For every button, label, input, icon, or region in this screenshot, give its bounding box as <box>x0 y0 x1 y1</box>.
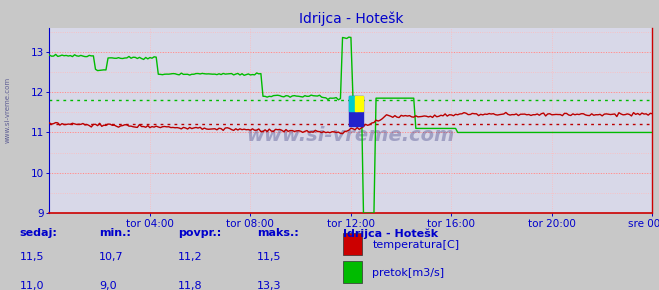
Text: 11,8: 11,8 <box>178 281 202 290</box>
Bar <box>349 96 364 126</box>
Bar <box>343 261 362 283</box>
Text: 11,0: 11,0 <box>20 281 44 290</box>
Text: 11,5: 11,5 <box>20 252 44 262</box>
Text: 11,2: 11,2 <box>178 252 202 262</box>
Text: pretok[m3/s]: pretok[m3/s] <box>372 268 444 278</box>
Text: www.si-vreme.com: www.si-vreme.com <box>5 77 11 143</box>
Bar <box>343 233 362 255</box>
Bar <box>355 96 364 111</box>
Text: povpr.:: povpr.: <box>178 229 221 238</box>
Bar <box>349 96 357 111</box>
Text: min.:: min.: <box>99 229 130 238</box>
Text: www.si-vreme.com: www.si-vreme.com <box>246 126 455 145</box>
Text: sedaj:: sedaj: <box>20 229 57 238</box>
Title: Idrijca - Hotešk: Idrijca - Hotešk <box>299 12 403 26</box>
Text: 9,0: 9,0 <box>99 281 117 290</box>
Text: maks.:: maks.: <box>257 229 299 238</box>
Text: 11,5: 11,5 <box>257 252 281 262</box>
Text: 13,3: 13,3 <box>257 281 281 290</box>
Text: Idrijca - Hotešk: Idrijca - Hotešk <box>343 229 438 239</box>
Text: 10,7: 10,7 <box>99 252 123 262</box>
Text: temperatura[C]: temperatura[C] <box>372 240 459 250</box>
